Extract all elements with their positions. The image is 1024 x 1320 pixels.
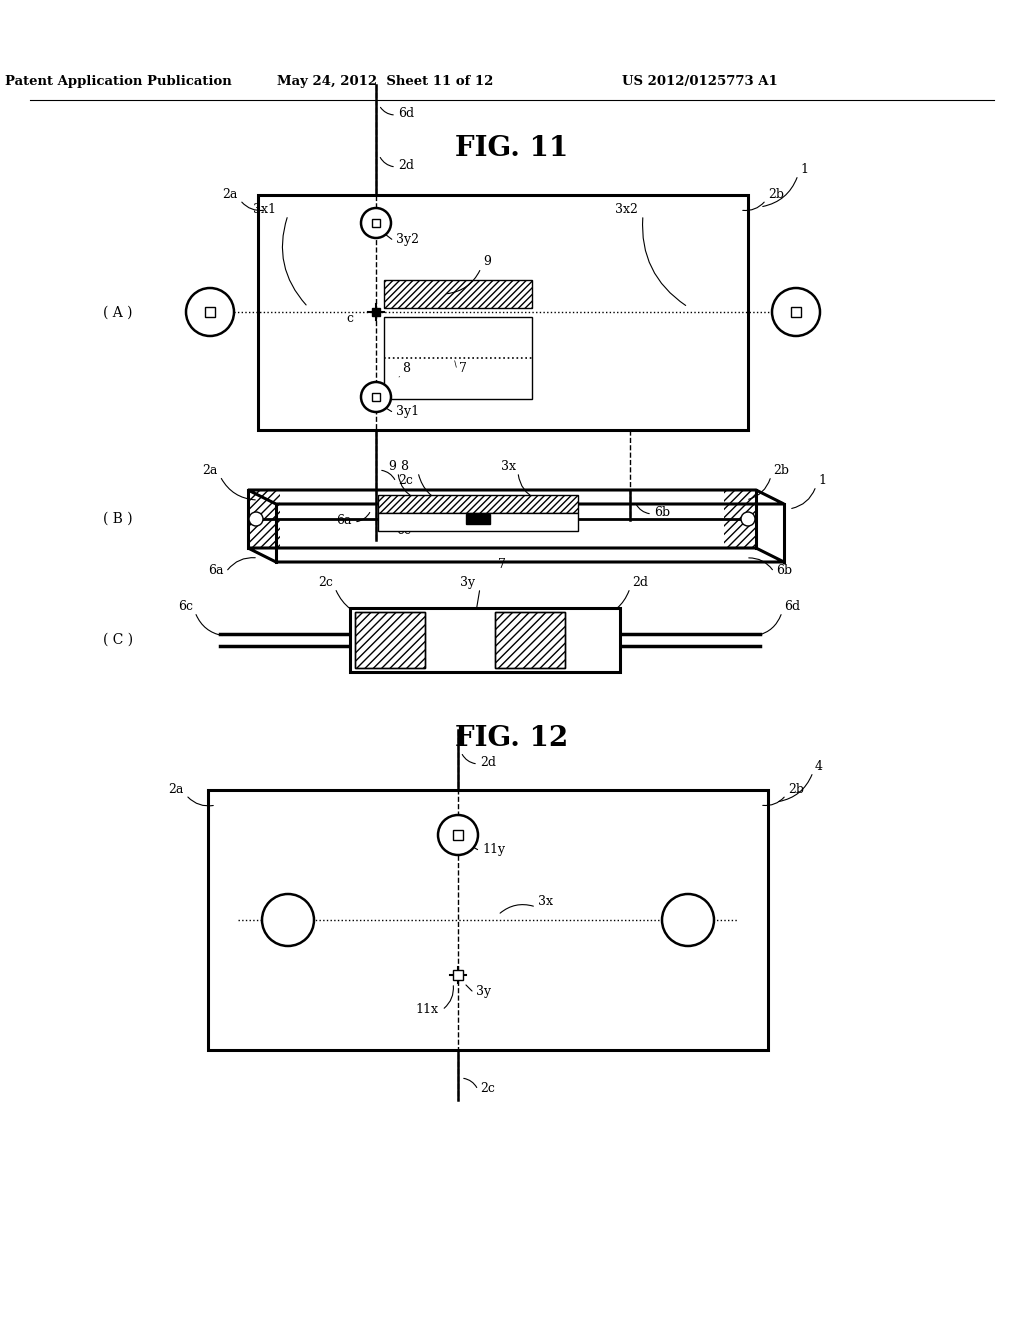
Text: 8: 8 — [402, 362, 410, 375]
Text: 2a: 2a — [222, 187, 238, 201]
Text: 2b: 2b — [773, 465, 790, 477]
Bar — [378, 495, 578, 513]
Text: 9: 9 — [388, 459, 396, 473]
Text: 2a: 2a — [203, 465, 218, 477]
Bar — [384, 317, 532, 399]
Circle shape — [662, 894, 714, 946]
Text: 6d: 6d — [784, 601, 800, 612]
Circle shape — [249, 512, 263, 525]
Text: 11x: 11x — [415, 1003, 438, 1016]
Text: FIG. 11: FIG. 11 — [456, 135, 568, 161]
Circle shape — [262, 894, 314, 946]
Text: 3y2: 3y2 — [396, 234, 419, 246]
Text: 6c: 6c — [178, 601, 193, 612]
Bar — [248, 490, 280, 548]
Text: 3y1: 3y1 — [396, 405, 419, 418]
Text: 6b: 6b — [776, 564, 793, 577]
Text: 9: 9 — [483, 255, 490, 268]
Circle shape — [438, 814, 478, 855]
Text: 6b: 6b — [654, 506, 670, 519]
Text: 8: 8 — [400, 459, 408, 473]
Bar — [495, 612, 565, 668]
Text: 1: 1 — [800, 162, 808, 176]
Text: 3x1: 3x1 — [253, 203, 276, 216]
Bar — [355, 612, 425, 668]
Bar — [350, 609, 620, 672]
Bar — [258, 195, 748, 430]
Text: 2b: 2b — [788, 783, 804, 796]
Text: ( B ): ( B ) — [103, 512, 133, 525]
Text: 2d: 2d — [398, 158, 414, 172]
Text: 6d: 6d — [398, 107, 414, 120]
Circle shape — [361, 381, 391, 412]
Bar — [466, 513, 490, 524]
Text: 6a: 6a — [209, 564, 224, 577]
Circle shape — [772, 288, 820, 337]
Text: 7: 7 — [498, 558, 506, 572]
Bar — [495, 612, 565, 668]
Circle shape — [741, 512, 755, 525]
Text: ( A ): ( A ) — [103, 305, 133, 319]
Text: 2d: 2d — [480, 756, 496, 770]
Bar — [453, 970, 463, 979]
Text: 2c: 2c — [480, 1082, 495, 1096]
Text: 7: 7 — [459, 362, 467, 375]
Text: 2b: 2b — [768, 187, 784, 201]
Bar — [372, 308, 380, 315]
Text: 3y: 3y — [476, 985, 492, 998]
Text: 2d: 2d — [632, 576, 648, 589]
Bar — [453, 830, 463, 840]
Circle shape — [361, 209, 391, 238]
Text: 2c: 2c — [398, 474, 413, 487]
Text: c: c — [346, 312, 353, 325]
Bar — [724, 490, 756, 548]
Text: 4: 4 — [815, 760, 823, 774]
Text: 3x: 3x — [501, 459, 516, 473]
Text: 6a: 6a — [337, 513, 352, 527]
Text: 11y: 11y — [482, 843, 505, 855]
Circle shape — [186, 288, 234, 337]
Text: 3x2: 3x2 — [615, 203, 638, 216]
Text: 2c: 2c — [318, 576, 333, 589]
Text: May 24, 2012  Sheet 11 of 12: May 24, 2012 Sheet 11 of 12 — [276, 75, 494, 88]
Text: 3x: 3x — [538, 895, 553, 908]
Bar — [372, 393, 380, 401]
Bar — [205, 308, 215, 317]
Text: 3y: 3y — [460, 576, 475, 589]
Bar — [791, 308, 801, 317]
Text: 6c: 6c — [396, 524, 411, 537]
Bar — [378, 513, 578, 531]
Text: Patent Application Publication: Patent Application Publication — [5, 75, 231, 88]
Text: ( C ): ( C ) — [103, 634, 133, 647]
Bar — [384, 280, 532, 308]
Text: 1: 1 — [818, 474, 826, 487]
Bar — [372, 219, 380, 227]
Text: 2a: 2a — [169, 783, 184, 796]
Bar — [355, 612, 425, 668]
Bar — [208, 789, 768, 1049]
Text: US 2012/0125773 A1: US 2012/0125773 A1 — [623, 75, 778, 88]
Text: FIG. 12: FIG. 12 — [456, 725, 568, 751]
